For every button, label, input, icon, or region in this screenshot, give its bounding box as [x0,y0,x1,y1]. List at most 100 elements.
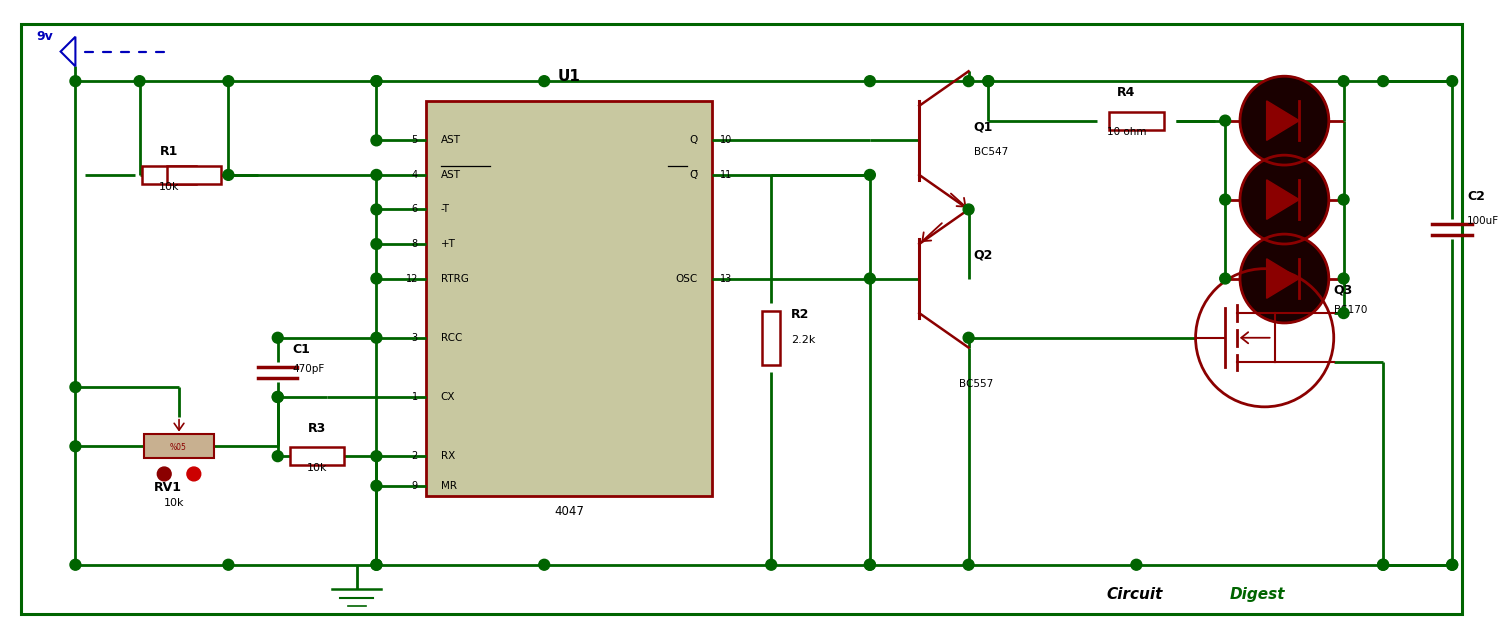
Circle shape [370,76,382,87]
Circle shape [766,560,777,570]
Circle shape [1448,560,1458,570]
Text: 12: 12 [405,274,418,283]
Circle shape [1338,308,1348,318]
Text: R3: R3 [308,422,327,434]
Text: Q̅: Q̅ [688,170,698,180]
Circle shape [1377,560,1389,570]
Text: 2: 2 [411,451,419,461]
Circle shape [273,392,284,403]
Circle shape [70,76,81,87]
Text: BS170: BS170 [1334,305,1366,315]
Bar [290,447,345,465]
Circle shape [982,76,993,87]
Circle shape [864,273,876,284]
Text: 5: 5 [411,135,419,145]
Text: RCC: RCC [441,333,462,343]
Text: 11: 11 [720,170,732,180]
Polygon shape [1266,101,1299,140]
Circle shape [1220,115,1230,126]
Circle shape [1220,273,1230,284]
Circle shape [224,76,234,87]
Text: 10k: 10k [159,182,180,191]
Circle shape [1377,76,1389,87]
Text: Q1: Q1 [974,121,993,133]
Text: U1: U1 [558,69,580,84]
Circle shape [963,332,974,343]
Circle shape [370,204,382,215]
Text: Circuit: Circuit [1107,588,1162,602]
Circle shape [864,76,876,87]
Circle shape [1220,194,1230,205]
Text: Q: Q [688,135,698,145]
Text: 4: 4 [411,170,419,180]
Text: R1: R1 [160,145,178,158]
Circle shape [370,451,382,462]
Circle shape [134,76,146,87]
Text: RTRG: RTRG [441,274,468,283]
Text: %05: %05 [170,443,186,452]
Circle shape [370,560,382,570]
Circle shape [1338,194,1348,205]
Circle shape [370,560,382,570]
Text: 10 ohm: 10 ohm [1107,128,1146,137]
Text: 100uF: 100uF [1467,216,1498,226]
Circle shape [370,239,382,249]
Text: 8: 8 [411,239,419,249]
Circle shape [1377,560,1389,570]
Circle shape [273,392,284,403]
Text: R2: R2 [790,308,810,321]
Text: C1: C1 [292,343,310,355]
Polygon shape [60,37,75,66]
Text: 3: 3 [411,333,419,343]
Circle shape [1338,76,1348,87]
Text: AST: AST [441,170,460,180]
Bar [426,101,712,496]
Circle shape [224,560,234,570]
Polygon shape [1266,180,1299,219]
Circle shape [370,332,382,343]
Circle shape [70,441,81,452]
Bar [144,434,213,458]
Text: 2.2k: 2.2k [790,335,816,345]
Circle shape [158,467,171,481]
Text: CX: CX [441,392,454,402]
Bar [142,166,196,184]
Circle shape [1240,76,1329,165]
Circle shape [864,560,876,570]
Circle shape [982,76,993,87]
Circle shape [70,382,81,392]
Text: Q3: Q3 [1334,283,1353,296]
Circle shape [273,332,284,343]
Circle shape [538,560,549,570]
Text: 6: 6 [411,204,419,214]
Circle shape [1338,273,1348,284]
Circle shape [70,560,81,570]
Circle shape [188,467,201,481]
Text: 13: 13 [720,274,732,283]
Text: AST: AST [441,135,460,145]
Circle shape [538,76,549,87]
Text: 10: 10 [720,135,732,145]
Circle shape [370,273,382,284]
Text: 1: 1 [411,392,419,402]
Circle shape [1448,76,1458,87]
Bar [762,311,780,365]
Text: 10k: 10k [308,463,327,473]
Text: 9v: 9v [36,30,52,43]
Text: RX: RX [441,451,454,461]
Circle shape [370,170,382,181]
Polygon shape [1266,259,1299,299]
Text: -T: -T [441,204,450,214]
Circle shape [224,170,234,181]
Circle shape [864,560,876,570]
Text: Digest: Digest [1230,588,1286,602]
Circle shape [1240,234,1329,323]
Text: C2: C2 [1467,189,1485,203]
Circle shape [1448,560,1458,570]
Text: 9: 9 [411,481,419,491]
Text: BC547: BC547 [974,147,1008,157]
Circle shape [1240,155,1329,244]
Text: BC557: BC557 [958,379,993,389]
Circle shape [963,204,974,215]
Text: R4: R4 [1118,86,1136,99]
